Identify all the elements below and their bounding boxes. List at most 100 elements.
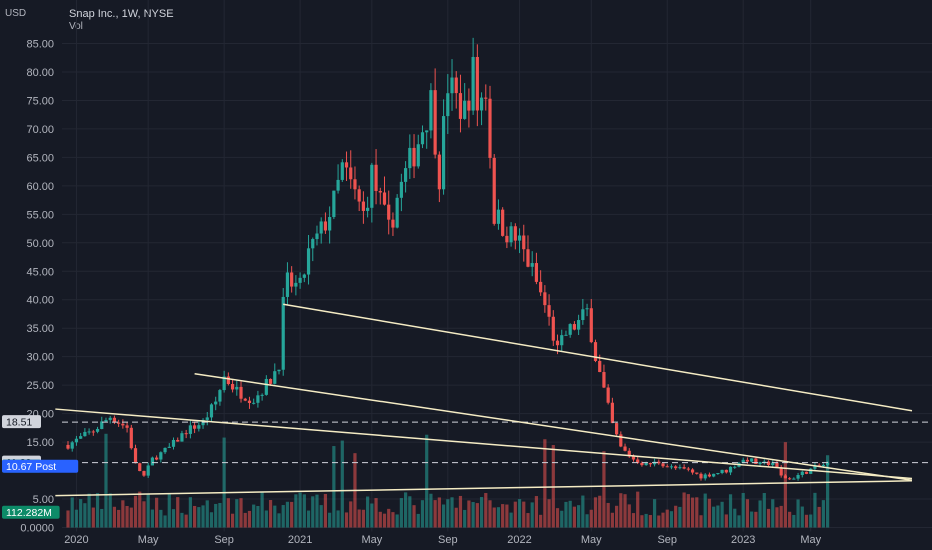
candle-body[interactable] xyxy=(230,383,235,390)
candle-body[interactable] xyxy=(475,56,479,111)
candle-body[interactable] xyxy=(446,93,450,117)
candle-body[interactable] xyxy=(754,458,758,464)
candle-body[interactable] xyxy=(66,444,70,449)
candle-body[interactable] xyxy=(184,433,188,435)
candle-body[interactable] xyxy=(138,463,142,472)
candle-body[interactable] xyxy=(247,400,252,403)
candle-body[interactable] xyxy=(623,446,627,451)
candle-body[interactable] xyxy=(193,425,197,429)
candle-body[interactable] xyxy=(610,402,614,424)
candle-body[interactable] xyxy=(644,463,648,466)
candle-body[interactable] xyxy=(441,116,446,190)
candle-body[interactable] xyxy=(733,466,737,468)
candle-body[interactable] xyxy=(534,263,539,282)
candle-body[interactable] xyxy=(328,217,332,231)
candle-body[interactable] xyxy=(163,447,167,453)
candle-body[interactable] xyxy=(264,378,268,395)
candle-body[interactable] xyxy=(589,308,593,343)
candle-body[interactable] xyxy=(539,281,543,293)
candle-body[interactable] xyxy=(458,93,463,119)
candle-body[interactable] xyxy=(260,394,264,396)
candle-body[interactable] xyxy=(378,190,382,193)
candle-body[interactable] xyxy=(256,395,260,403)
candle-body[interactable] xyxy=(125,425,129,428)
candle-body[interactable] xyxy=(366,207,370,211)
candle-body[interactable] xyxy=(167,446,171,448)
candle-body[interactable] xyxy=(387,204,391,220)
candle-body[interactable] xyxy=(83,431,87,437)
trendline[interactable] xyxy=(194,373,913,481)
candle-body[interactable] xyxy=(488,98,492,158)
candle-body[interactable] xyxy=(526,249,530,267)
candle-body[interactable] xyxy=(505,235,509,243)
candle-body[interactable] xyxy=(188,425,192,434)
candle-body[interactable] xyxy=(724,469,728,473)
candle-body[interactable] xyxy=(391,219,395,228)
candle-body[interactable] xyxy=(159,452,163,460)
candle-body[interactable] xyxy=(661,463,665,467)
candle-body[interactable] xyxy=(370,164,374,208)
candle-body[interactable] xyxy=(792,478,796,480)
candle-body[interactable] xyxy=(79,436,83,439)
candle-body[interactable] xyxy=(180,433,184,442)
candle-body[interactable] xyxy=(268,378,273,384)
candle-body[interactable] xyxy=(226,376,230,384)
candle-body[interactable] xyxy=(176,439,180,442)
candle-body[interactable] xyxy=(522,235,526,250)
candle-body[interactable] xyxy=(762,461,766,463)
candle-body[interactable] xyxy=(619,434,623,447)
candle-body[interactable] xyxy=(712,473,716,477)
candle-body[interactable] xyxy=(344,162,349,168)
candle-body[interactable] xyxy=(214,401,218,405)
trendline[interactable] xyxy=(55,408,913,480)
candle-body[interactable] xyxy=(70,442,74,449)
candle-body[interactable] xyxy=(349,167,353,180)
candle-body[interactable] xyxy=(813,465,817,469)
candle-body[interactable] xyxy=(117,422,121,424)
candle-body[interactable] xyxy=(74,438,79,443)
candle-body[interactable] xyxy=(104,419,108,422)
candle-body[interactable] xyxy=(281,296,285,370)
candle-body[interactable] xyxy=(133,448,138,464)
candle-body[interactable] xyxy=(319,221,323,234)
candle-body[interactable] xyxy=(454,77,458,94)
candle-body[interactable] xyxy=(577,320,581,330)
candle-body[interactable] xyxy=(450,77,454,94)
candle-body[interactable] xyxy=(155,457,159,460)
candle-body[interactable] xyxy=(560,335,564,346)
candle-body[interactable] xyxy=(593,342,598,361)
candle-body[interactable] xyxy=(243,398,247,401)
candle-body[interactable] xyxy=(112,417,117,423)
candle-body[interactable] xyxy=(404,168,408,182)
candle-body[interactable] xyxy=(501,209,505,236)
candle-body[interactable] xyxy=(568,324,572,335)
candle-body[interactable] xyxy=(492,157,496,224)
candle-body[interactable] xyxy=(517,235,522,241)
candle-body[interactable] xyxy=(674,466,678,469)
candle-body[interactable] xyxy=(108,417,112,420)
candle-body[interactable] xyxy=(551,316,555,341)
candle-body[interactable] xyxy=(298,277,302,283)
candle-body[interactable] xyxy=(484,97,488,99)
candle-body[interactable] xyxy=(218,390,222,402)
candle-body[interactable] xyxy=(323,221,328,231)
candle-body[interactable] xyxy=(129,427,133,449)
candle-body[interactable] xyxy=(311,239,315,249)
candle-body[interactable] xyxy=(95,428,100,432)
candle-body[interactable] xyxy=(496,209,501,224)
candle-body[interactable] xyxy=(669,466,674,468)
candle-body[interactable] xyxy=(416,144,420,167)
candle-body[interactable] xyxy=(273,371,277,384)
symbol-title[interactable]: Snap Inc., 1W, NYSE xyxy=(69,8,174,20)
candle-body[interactable] xyxy=(627,450,631,457)
candle-body[interactable] xyxy=(779,467,783,476)
candle-body[interactable] xyxy=(332,190,336,218)
candle-body[interactable] xyxy=(146,465,150,476)
candle-body[interactable] xyxy=(336,179,340,191)
candle-body[interactable] xyxy=(745,459,750,462)
candle-body[interactable] xyxy=(290,272,294,287)
candle-body[interactable] xyxy=(121,423,125,426)
candle-body[interactable] xyxy=(682,467,686,469)
candle-body[interactable] xyxy=(395,197,399,228)
